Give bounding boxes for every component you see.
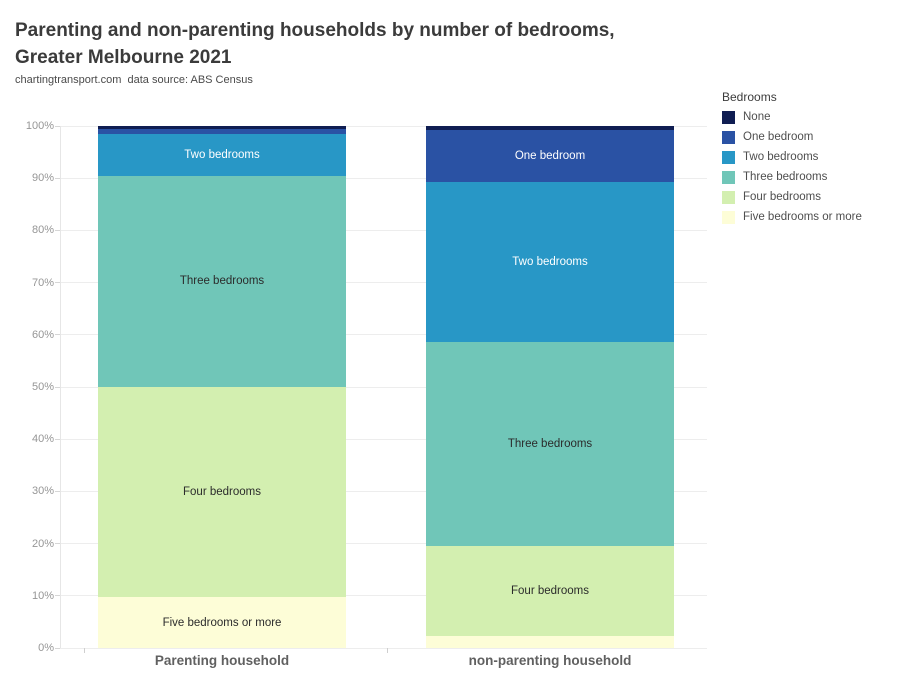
legend-item-three-bedrooms[interactable]: Three bedrooms — [722, 167, 862, 187]
gridline — [60, 647, 707, 649]
legend-swatch-icon — [722, 210, 735, 224]
y-axis-tick — [55, 125, 60, 127]
y-axis-tick-label: 80% — [31, 224, 54, 237]
chart-title-line1: Parenting and non-parenting households b… — [15, 20, 615, 41]
legend-swatch-icon — [722, 150, 735, 164]
bar-segment-label: Four bedrooms — [511, 584, 589, 597]
legend-item-four-bedrooms[interactable]: Four bedrooms — [722, 187, 862, 207]
y-axis-tick — [55, 490, 60, 492]
legend-item-label: Five bedrooms or more — [743, 211, 862, 223]
y-axis-line — [60, 126, 61, 648]
bar-segment-four-bedrooms[interactable]: Four bedrooms — [98, 387, 346, 598]
bar-segment-label: Five bedrooms or more — [162, 616, 282, 629]
y-axis-tick-label: 70% — [31, 276, 54, 289]
legend-item-label: Two bedrooms — [743, 151, 819, 163]
bar-segment-label: Two bedrooms — [512, 255, 588, 268]
legend-item-two-bedrooms[interactable]: Two bedrooms — [722, 147, 862, 167]
y-axis-tick — [55, 543, 60, 545]
y-axis-tick-label: 20% — [31, 537, 54, 550]
gridline — [60, 595, 707, 597]
chart-subtitle: chartingtransport.com data source: ABS C… — [15, 74, 253, 86]
bar-segment-label: Three bedrooms — [179, 275, 265, 288]
y-axis-tick-label: 90% — [31, 172, 54, 185]
gridline — [60, 386, 707, 388]
gridline — [60, 334, 707, 336]
legend-item-label: One bedroom — [743, 131, 814, 143]
x-axis-label: non-parenting household — [468, 653, 632, 668]
x-axis-divider-tick — [84, 648, 85, 653]
chart-title: Parenting and non-parenting households b… — [15, 17, 615, 71]
chart-title-line2: Greater Melbourne 2021 — [15, 47, 232, 68]
y-axis-tick — [55, 438, 60, 440]
bar-segment-four-bedrooms[interactable]: Four bedrooms — [426, 545, 674, 636]
legend-item-none[interactable]: None — [722, 107, 862, 127]
bar-segment-five-bedrooms-or-more[interactable]: Five bedrooms or more — [98, 597, 346, 648]
gridline — [60, 229, 707, 231]
bar-segment-one-bedroom[interactable] — [98, 128, 346, 134]
y-axis-tick — [55, 647, 60, 649]
bar-segment-label: Four bedrooms — [183, 486, 261, 499]
y-axis-tick — [55, 282, 60, 284]
legend-item-one-bedroom[interactable]: One bedroom — [722, 127, 862, 147]
bar-segment-five-bedrooms-or-more[interactable] — [426, 635, 674, 648]
gridline — [60, 490, 707, 492]
y-axis-tick-label: 40% — [31, 433, 54, 446]
bar-segment-one-bedroom[interactable]: One bedroom — [426, 129, 674, 183]
bar-segment-none[interactable] — [426, 126, 674, 130]
x-axis-label: Parenting household — [154, 653, 290, 668]
gridline — [60, 177, 707, 179]
y-axis-tick-label: 50% — [31, 381, 54, 393]
bar-segment-label: Three bedrooms — [507, 437, 593, 450]
y-axis-tick — [55, 386, 60, 388]
gridline — [60, 125, 707, 127]
y-axis-tick — [55, 334, 60, 336]
legend-swatch-icon — [722, 130, 735, 144]
bar-segment-three-bedrooms[interactable]: Three bedrooms — [426, 341, 674, 546]
y-axis-tick — [55, 177, 60, 179]
bar-segment-three-bedrooms[interactable]: Three bedrooms — [98, 175, 346, 387]
legend-item-label: Three bedrooms — [743, 171, 828, 183]
legend-item-label: Four bedrooms — [743, 191, 821, 203]
legend-title: Bedrooms — [722, 90, 777, 104]
legend: Bedrooms None One bedroom Two bedrooms Thre… — [722, 88, 862, 227]
y-axis-tick-label: 10% — [31, 589, 54, 602]
y-axis-tick-label: 0% — [38, 642, 54, 654]
bar-segment-two-bedrooms[interactable]: Two bedrooms — [98, 133, 346, 176]
gridline — [60, 282, 707, 284]
y-axis-tick-label: 30% — [31, 485, 54, 498]
legend-item-five-bedrooms-or-more[interactable]: Five bedrooms or more — [722, 207, 862, 227]
legend-item-label: None — [743, 111, 771, 123]
y-axis-tick — [55, 229, 60, 231]
legend-swatch-icon — [722, 170, 735, 184]
gridline — [60, 438, 707, 440]
bar-segment-label: One bedroom — [514, 150, 586, 162]
x-axis-divider-tick — [387, 648, 388, 653]
y-axis-tick-label: 60% — [31, 328, 54, 341]
gridline — [60, 543, 707, 545]
bar-segment-none[interactable] — [98, 126, 346, 129]
legend-swatch-icon — [722, 110, 735, 124]
bar-segment-label: Two bedrooms — [184, 148, 260, 161]
y-axis-tick — [55, 595, 60, 597]
y-axis-tick-label: 100% — [25, 120, 54, 132]
bar-segment-two-bedrooms[interactable]: Two bedrooms — [426, 182, 674, 342]
legend-swatch-icon — [722, 190, 735, 204]
legend-items: None One bedroom Two bedrooms Three bedroom… — [722, 107, 862, 227]
